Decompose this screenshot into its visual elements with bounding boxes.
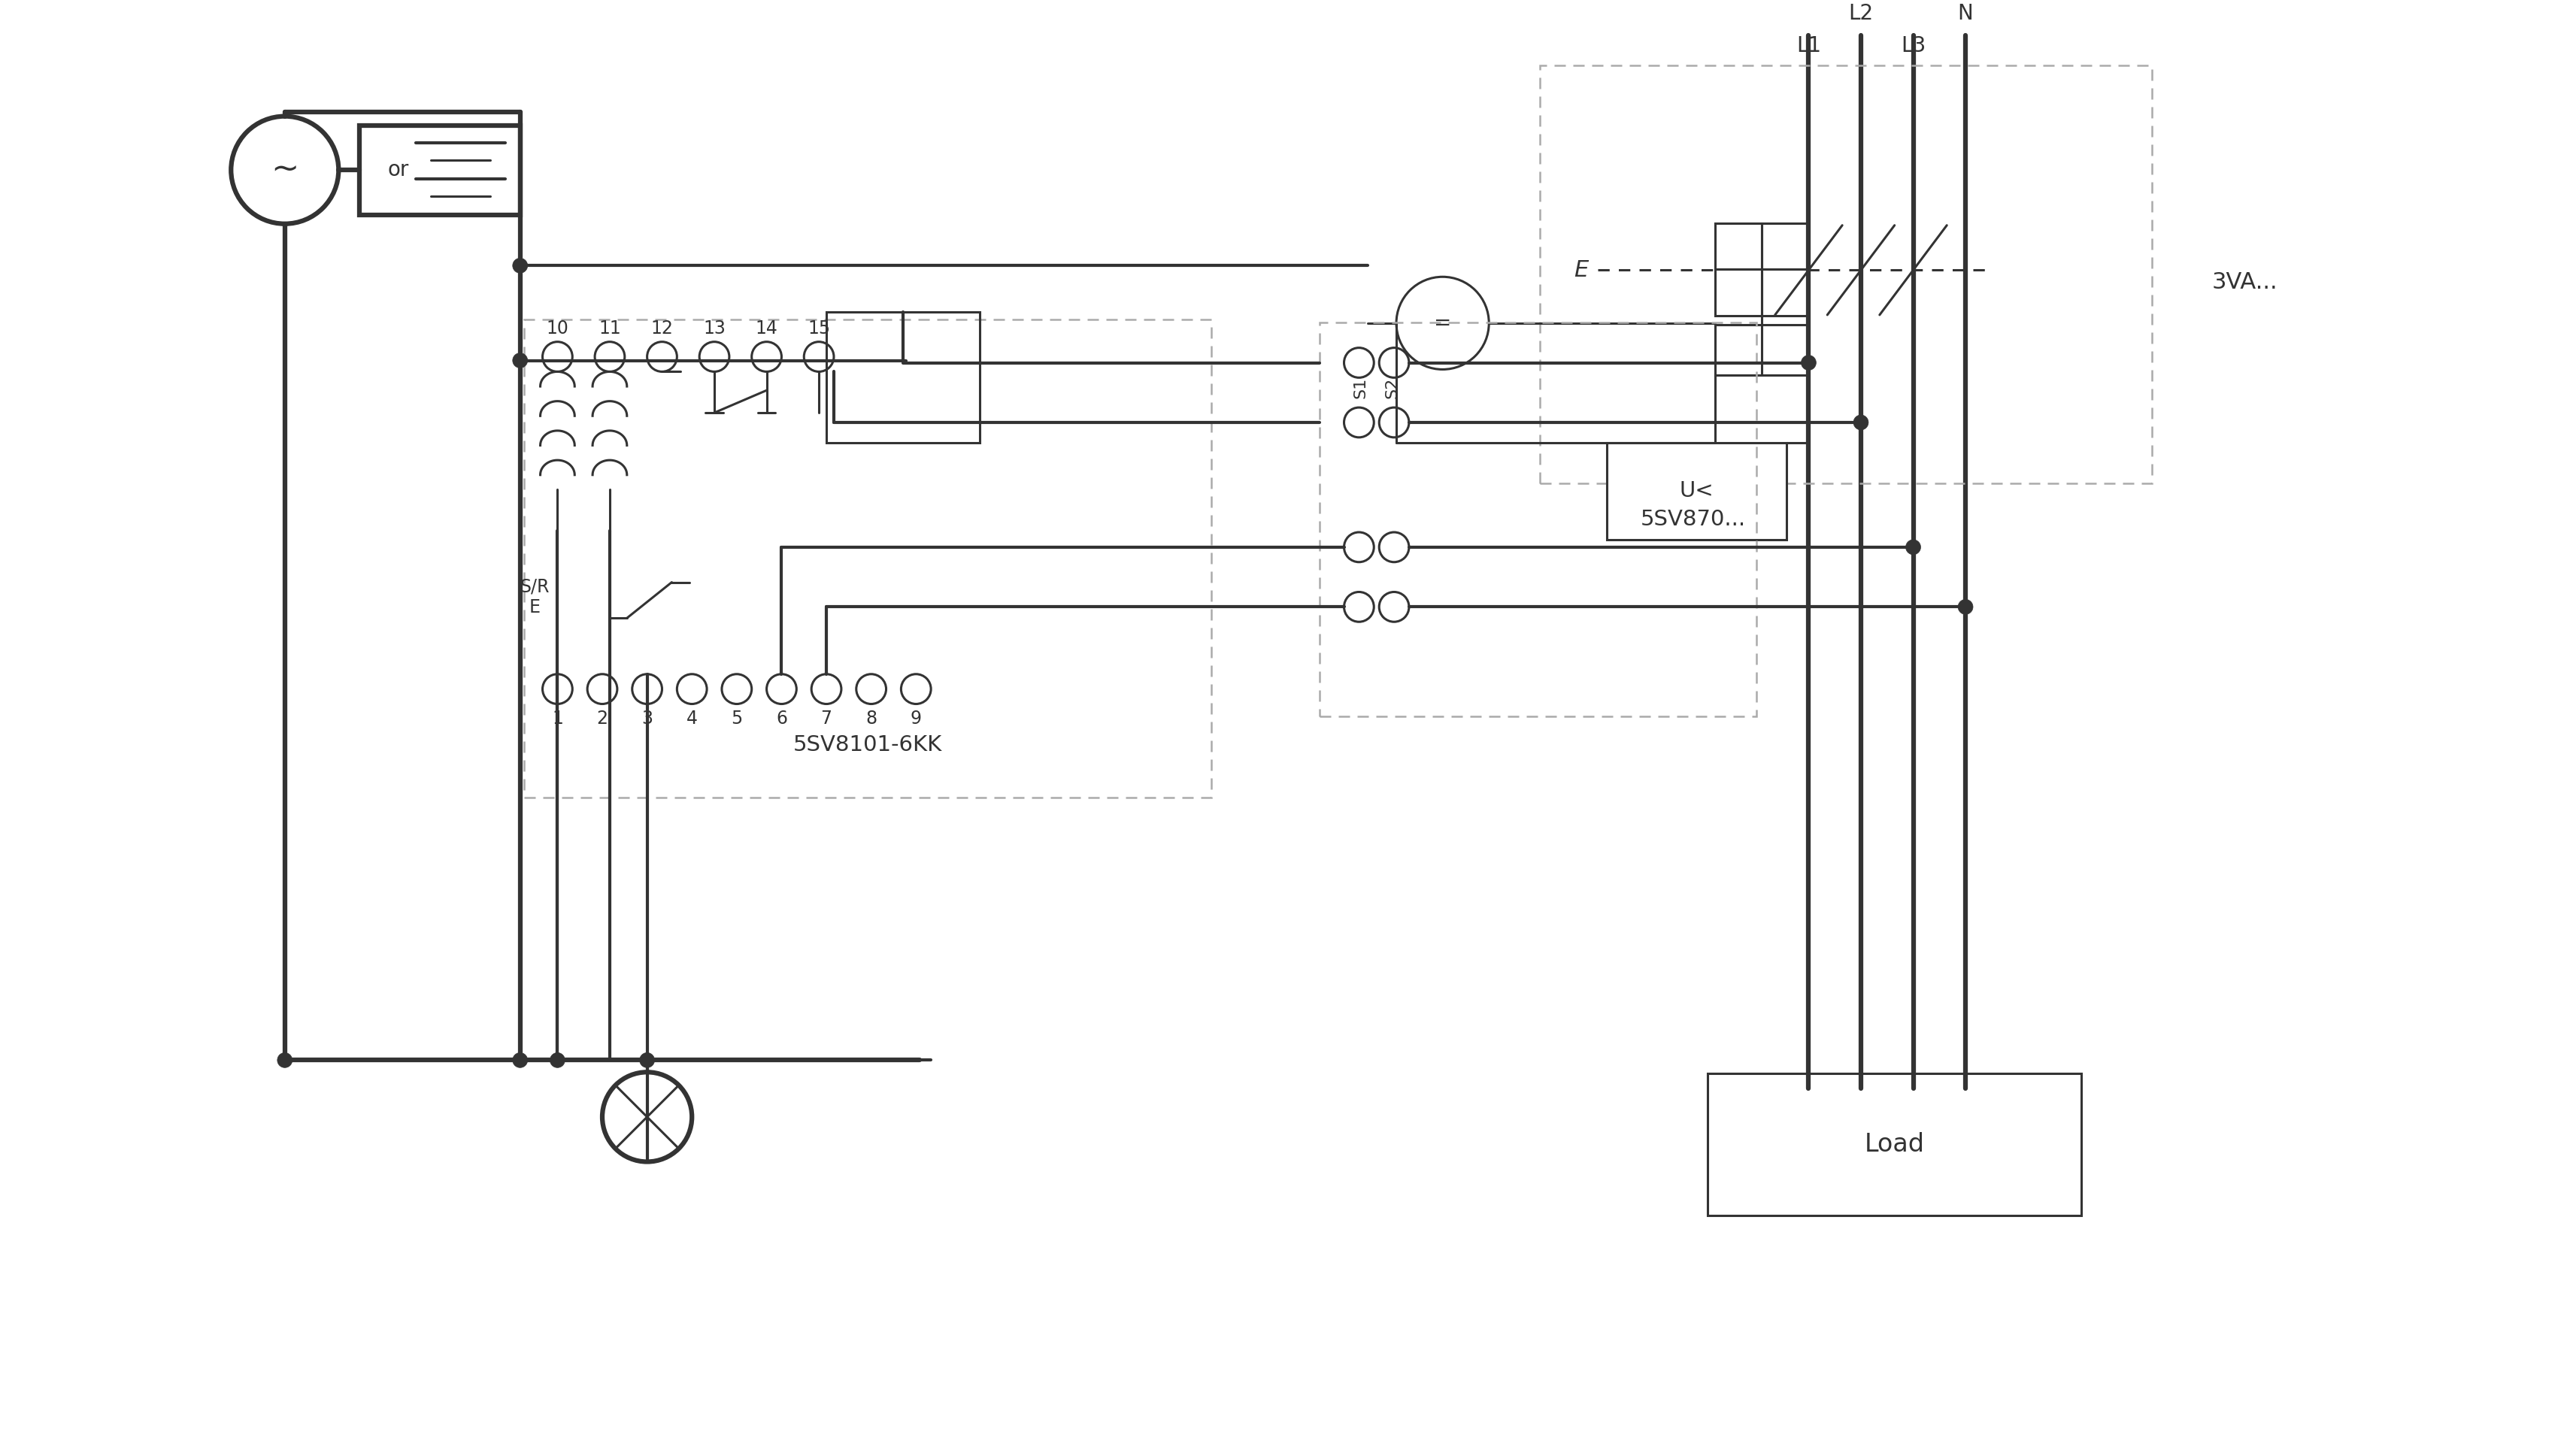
Circle shape bbox=[513, 1053, 528, 1068]
Circle shape bbox=[1958, 599, 1973, 615]
Circle shape bbox=[1855, 415, 1868, 430]
Text: 12: 12 bbox=[652, 320, 672, 337]
Bar bbox=[1716, 223, 1762, 315]
Text: 15: 15 bbox=[806, 320, 829, 337]
Circle shape bbox=[551, 1053, 564, 1068]
Text: =: = bbox=[1435, 313, 1450, 334]
Circle shape bbox=[639, 1053, 654, 1068]
Text: N: N bbox=[1958, 3, 1973, 25]
Bar bbox=[1762, 223, 1808, 315]
Bar bbox=[523, 320, 1211, 797]
Text: E: E bbox=[1574, 259, 1587, 281]
Circle shape bbox=[1801, 355, 1816, 370]
Text: 7: 7 bbox=[822, 710, 832, 728]
Circle shape bbox=[278, 1053, 291, 1068]
Circle shape bbox=[513, 353, 528, 368]
Bar bbox=[1708, 1074, 2081, 1215]
Text: L1: L1 bbox=[1795, 36, 1821, 56]
Text: 3: 3 bbox=[641, 710, 652, 728]
Text: 5SV870...: 5SV870... bbox=[1641, 509, 1747, 530]
Text: 11: 11 bbox=[598, 320, 621, 337]
Bar bbox=[1540, 65, 2154, 483]
Text: 6: 6 bbox=[775, 710, 788, 728]
Text: 10: 10 bbox=[546, 320, 569, 337]
Text: L2: L2 bbox=[1850, 3, 1873, 25]
Bar bbox=[1716, 324, 1808, 375]
Bar bbox=[361, 126, 520, 214]
Bar bbox=[1607, 443, 1785, 540]
Text: L3: L3 bbox=[1901, 36, 1927, 56]
Text: 14: 14 bbox=[755, 320, 778, 337]
Text: S/R
E: S/R E bbox=[520, 577, 549, 616]
Text: 1: 1 bbox=[551, 710, 564, 728]
Text: 2: 2 bbox=[598, 710, 608, 728]
Text: 4: 4 bbox=[685, 710, 698, 728]
Text: S2: S2 bbox=[1383, 378, 1399, 399]
Circle shape bbox=[1906, 540, 1922, 554]
Text: U<: U< bbox=[1680, 480, 1713, 502]
Text: 5SV8101-6KK: 5SV8101-6KK bbox=[793, 735, 943, 755]
Circle shape bbox=[513, 258, 528, 273]
Text: 5: 5 bbox=[732, 710, 742, 728]
Text: or: or bbox=[386, 159, 410, 181]
Text: 3VA...: 3VA... bbox=[2213, 271, 2277, 292]
Text: Load: Load bbox=[1865, 1132, 1924, 1158]
Text: S1: S1 bbox=[1352, 378, 1368, 399]
Bar bbox=[827, 313, 979, 443]
Text: 8: 8 bbox=[866, 710, 876, 728]
Text: 9: 9 bbox=[909, 710, 922, 728]
Bar bbox=[1319, 323, 1757, 716]
Text: 13: 13 bbox=[703, 320, 726, 337]
Text: ~: ~ bbox=[270, 153, 299, 187]
